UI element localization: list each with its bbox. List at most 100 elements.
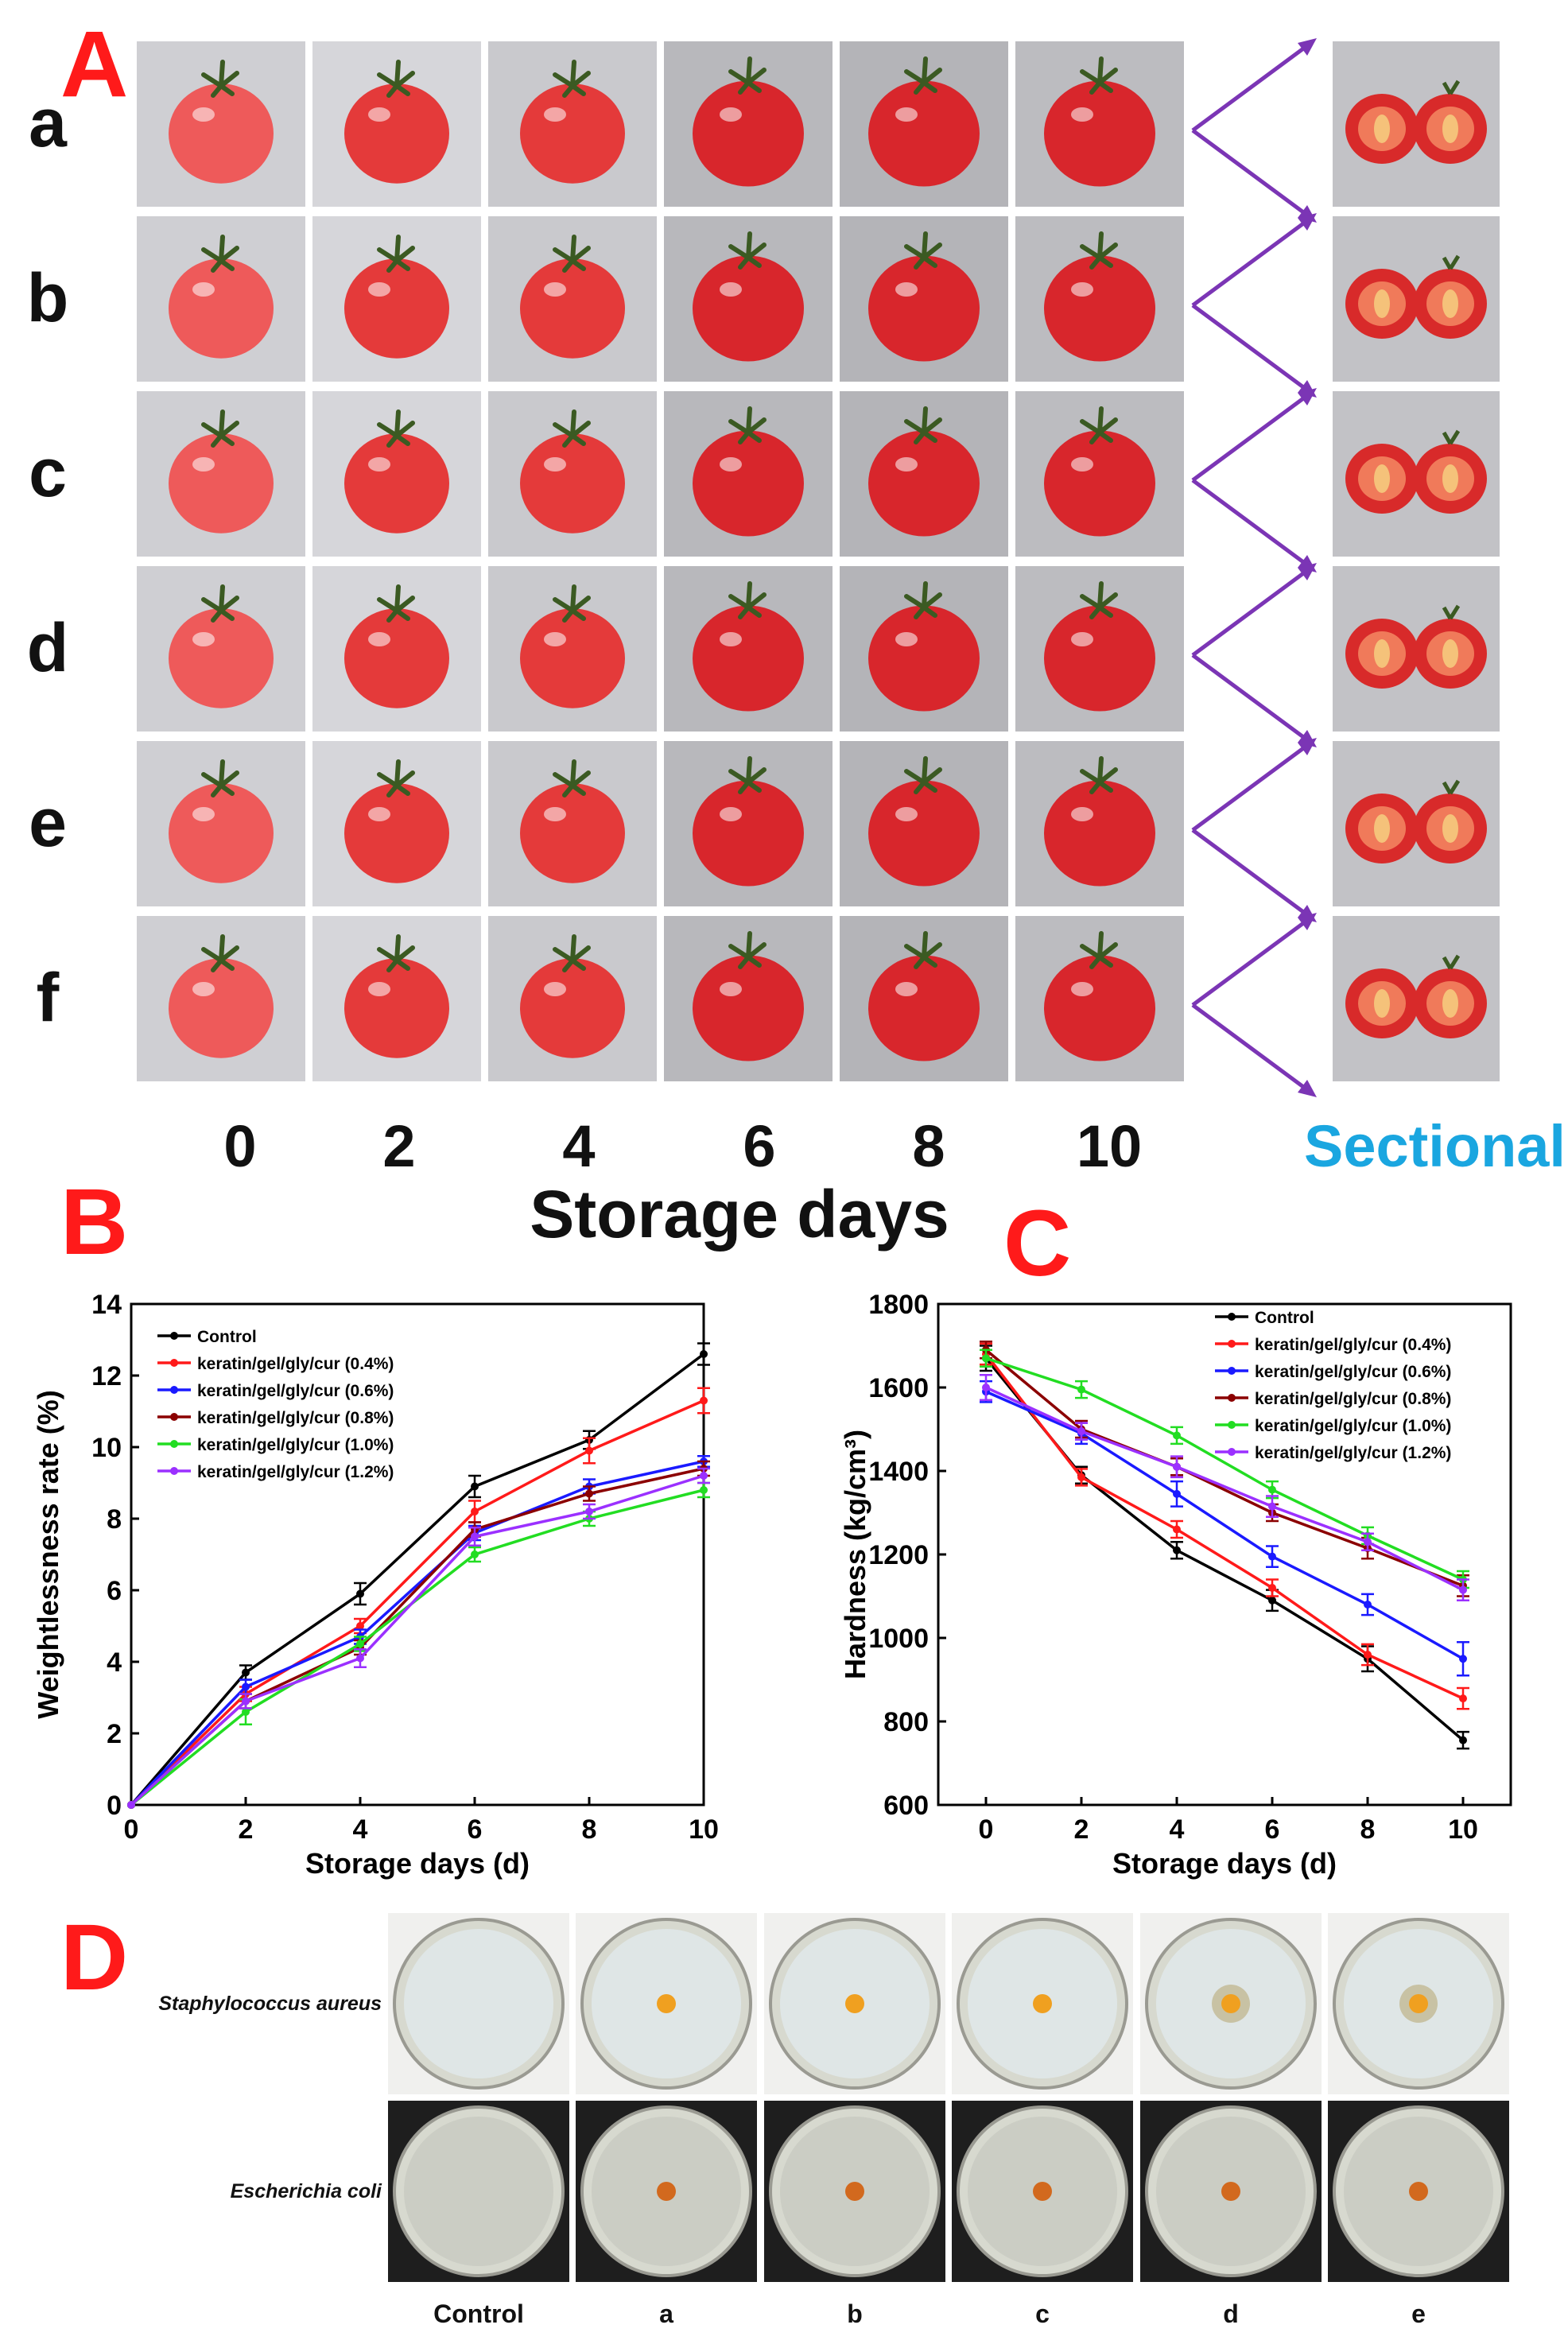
tomato-section-icon: [1345, 429, 1487, 514]
tomato-photo: [488, 216, 657, 382]
legend-label: keratin/gel/gly/cur (1.2%): [197, 1463, 394, 1481]
bacteria-label: Escherichia coli: [230, 2180, 382, 2202]
tomato-icon: [520, 409, 625, 534]
panel-b-letter: B: [60, 1170, 129, 1275]
legend-marker: [1228, 1313, 1236, 1321]
petri-dish-icon: [957, 2105, 1128, 2277]
tomato-icon: [520, 759, 625, 883]
data-point: [1077, 1385, 1085, 1394]
tomato-icon: [169, 60, 274, 184]
plate-column-label: Control: [433, 2299, 524, 2328]
data-point: [356, 1622, 364, 1630]
legend-marker: [1228, 1394, 1236, 1402]
day-label: 6: [743, 1113, 776, 1179]
tomato-photo: [137, 216, 305, 382]
data-point: [982, 1354, 990, 1363]
tomato-photo: [1015, 741, 1184, 906]
sectional-photo: [1333, 41, 1500, 207]
tomato-photo: [137, 566, 305, 732]
tomato-photo: [488, 391, 657, 557]
y-tick-label: 1200: [868, 1540, 929, 1570]
data-point: [1459, 1655, 1467, 1663]
tomato-photo: [312, 741, 481, 906]
petri-plate-photo: [1328, 1913, 1509, 2094]
data-point: [471, 1550, 479, 1558]
tomato-icon: [1044, 931, 1155, 1061]
data-point: [1459, 1694, 1467, 1703]
tomato-photo: [664, 41, 833, 207]
tomato-photo: [312, 391, 481, 557]
x-tick-label: 0: [979, 1814, 994, 1845]
legend-label: keratin/gel/gly/cur (0.4%): [197, 1355, 394, 1373]
petri-dish-icon: [393, 1918, 565, 2090]
x-tick-label: 2: [1074, 1814, 1089, 1845]
tomato-icon: [868, 56, 980, 187]
sectional-label: Sectional: [1304, 1113, 1566, 1179]
tomato-icon: [169, 235, 274, 359]
series-line: [984, 1357, 1465, 1741]
tomato-icon: [1044, 231, 1155, 362]
x-tick-label: 0: [124, 1814, 139, 1845]
data-point: [1364, 1538, 1372, 1546]
data-point: [585, 1508, 593, 1515]
legend-marker: [1228, 1421, 1236, 1429]
tomato-section-icon: [1345, 80, 1487, 164]
data-point: [242, 1668, 250, 1677]
legend-marker: [1228, 1340, 1236, 1348]
tomato-section-icon: [1345, 954, 1487, 1038]
tomato-icon: [344, 60, 449, 184]
legend-marker: [170, 1413, 178, 1421]
y-tick-label: 8: [107, 1504, 122, 1535]
tomato-icon: [693, 581, 804, 712]
tomato-photo: [137, 391, 305, 557]
data-point: [700, 1396, 708, 1405]
day-label: 0: [223, 1113, 257, 1179]
petri-dish-icon: [769, 1918, 941, 2090]
petri-plate-photo: [1140, 2101, 1322, 2282]
tomato-photo: [840, 216, 1008, 382]
data-point: [1173, 1525, 1181, 1534]
tomato-photo: [312, 566, 481, 732]
data-point: [1364, 1651, 1372, 1659]
tomato-icon: [344, 759, 449, 883]
arrow-icon: [1191, 563, 1317, 747]
sectional-photo: [1333, 566, 1500, 732]
legend-label: keratin/gel/gly/cur (0.6%): [1255, 1363, 1451, 1381]
tomato-photo: [312, 916, 481, 1081]
tomato-icon: [520, 584, 625, 708]
data-point: [242, 1708, 250, 1716]
x-tick-label: 6: [468, 1814, 483, 1845]
sectional-photo: [1333, 216, 1500, 382]
series-line: [985, 1390, 1464, 1660]
legend-marker: [1228, 1448, 1236, 1456]
data-point: [242, 1697, 250, 1706]
arrow-icon: [1191, 388, 1317, 572]
petri-plate-photo: [952, 2101, 1133, 2282]
plate-column-label: d: [1223, 2299, 1239, 2328]
legend-marker: [170, 1440, 178, 1448]
series-line: [130, 1488, 704, 1807]
petri-plate-photo: [388, 2101, 569, 2282]
legend-label: keratin/gel/gly/cur (0.6%): [197, 1382, 394, 1400]
x-tick-label: 6: [1265, 1814, 1280, 1845]
petri-plate-photo: [1140, 1913, 1322, 2094]
tomato-icon: [169, 409, 274, 534]
legend-label: keratin/gel/gly/cur (0.8%): [197, 1409, 394, 1427]
bacteria-label: Staphylococcus aureus: [158, 1993, 382, 2015]
petri-plate-photo: [764, 1913, 945, 2094]
tomato-photo: [664, 916, 833, 1081]
y-tick-label: 600: [883, 1791, 929, 1821]
arrow-icon: [1191, 913, 1317, 1097]
day-label: 8: [912, 1113, 945, 1179]
tomato-photo: [488, 916, 657, 1081]
x-tick-label: 10: [1448, 1814, 1478, 1845]
petri-plate-photo: [1328, 2101, 1509, 2282]
y-tick-label: 10: [91, 1433, 122, 1463]
data-point: [585, 1446, 593, 1455]
legend-label: keratin/gel/gly/cur (1.0%): [1255, 1417, 1451, 1435]
legend-marker: [170, 1332, 178, 1340]
data-point: [1459, 1736, 1467, 1744]
petri-dish-icon: [1145, 2105, 1317, 2277]
x-tick-label: 10: [689, 1814, 719, 1845]
tomato-icon: [868, 406, 980, 537]
